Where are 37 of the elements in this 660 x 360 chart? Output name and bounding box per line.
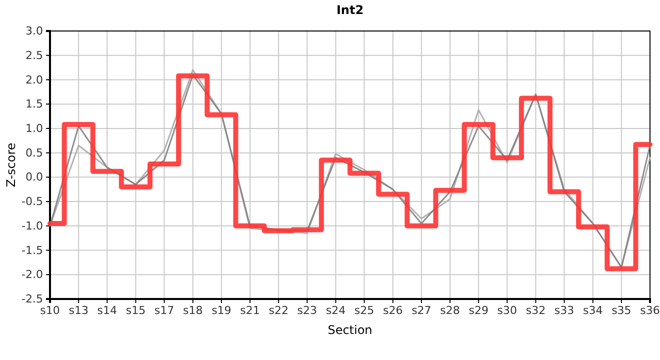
x-tick-label: s25 — [354, 304, 374, 317]
x-tick-label: s33 — [554, 304, 574, 317]
y-tick-label: -1.0 — [22, 219, 43, 232]
x-tick-label: s13 — [68, 304, 88, 317]
x-tick-label: s27 — [412, 304, 432, 317]
y-tick-label: -1.5 — [22, 244, 43, 257]
x-tick-label: s18 — [182, 304, 203, 317]
x-tick-label: s28 — [440, 304, 460, 317]
y-tick-label: -0.5 — [22, 195, 43, 208]
x-tick-label: s26 — [382, 304, 403, 317]
x-tick-label: s17 — [154, 304, 174, 317]
chart-title: Int2 — [336, 3, 364, 17]
y-tick-label: 1.5 — [26, 98, 43, 111]
y-tick-label: 3.0 — [26, 24, 43, 38]
x-tick-label: s21 — [240, 304, 260, 317]
x-tick-label: s15 — [126, 304, 146, 317]
x-tick-label: s29 — [468, 304, 488, 317]
y-tick-label: 1.0 — [26, 122, 43, 135]
y-tick-label: 2.0 — [26, 73, 43, 86]
y-tick-label: 2.5 — [26, 48, 43, 62]
x-tick-label: s30 — [497, 304, 518, 317]
y-tick-label: 0.5 — [26, 146, 43, 160]
x-tick-label: s24 — [326, 304, 346, 317]
x-tick-label: s36 — [640, 304, 660, 317]
x-axis-title: Section — [328, 323, 372, 337]
x-tick-label: s22 — [268, 304, 288, 317]
x-tick-label: s10 — [40, 304, 60, 317]
y-axis-title: Z-score — [4, 142, 18, 188]
x-tick-label: s32 — [526, 304, 546, 317]
y-tick-label: 0.0 — [26, 170, 43, 184]
x-tick-label: s34 — [582, 304, 603, 317]
y-tick-label: -2.0 — [22, 268, 43, 282]
x-tick-label: s35 — [612, 304, 632, 317]
x-tick-label: s23 — [297, 304, 318, 317]
y-tick-label: -2.5 — [22, 292, 43, 306]
x-tick-label: s14 — [97, 304, 118, 317]
x-tick-label: s19 — [212, 304, 232, 317]
